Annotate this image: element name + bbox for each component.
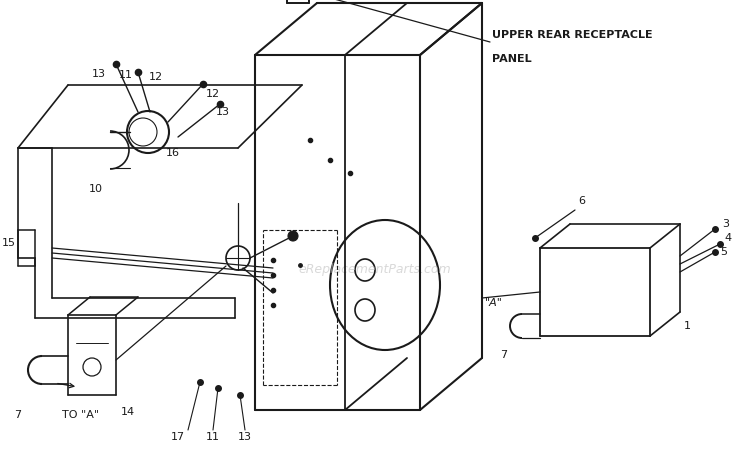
Text: 13: 13: [92, 69, 106, 79]
Text: 7: 7: [14, 410, 22, 420]
Text: UPPER REAR RECEPTACLE: UPPER REAR RECEPTACLE: [492, 30, 652, 40]
Text: 6: 6: [578, 196, 585, 206]
Text: 16: 16: [166, 148, 180, 158]
Text: TO "A": TO "A": [62, 410, 99, 420]
Text: 12: 12: [206, 89, 220, 99]
Text: 3: 3: [722, 219, 729, 229]
Text: 11: 11: [119, 70, 133, 80]
Text: 14: 14: [121, 407, 135, 417]
Text: eReplacementParts.com: eReplacementParts.com: [298, 263, 452, 276]
Text: 11: 11: [206, 432, 220, 442]
Text: 13: 13: [238, 432, 252, 442]
Text: 5: 5: [720, 247, 727, 257]
Circle shape: [288, 231, 298, 241]
Text: 10: 10: [89, 184, 103, 194]
Text: 13: 13: [216, 107, 230, 117]
Text: PANEL: PANEL: [492, 54, 532, 64]
Text: 4: 4: [724, 233, 731, 243]
Text: 12: 12: [149, 72, 163, 82]
Text: 1: 1: [684, 321, 691, 331]
Text: 7: 7: [500, 350, 508, 360]
Text: 15: 15: [2, 238, 16, 248]
Text: "A": "A": [485, 298, 503, 308]
Text: 17: 17: [171, 432, 185, 442]
